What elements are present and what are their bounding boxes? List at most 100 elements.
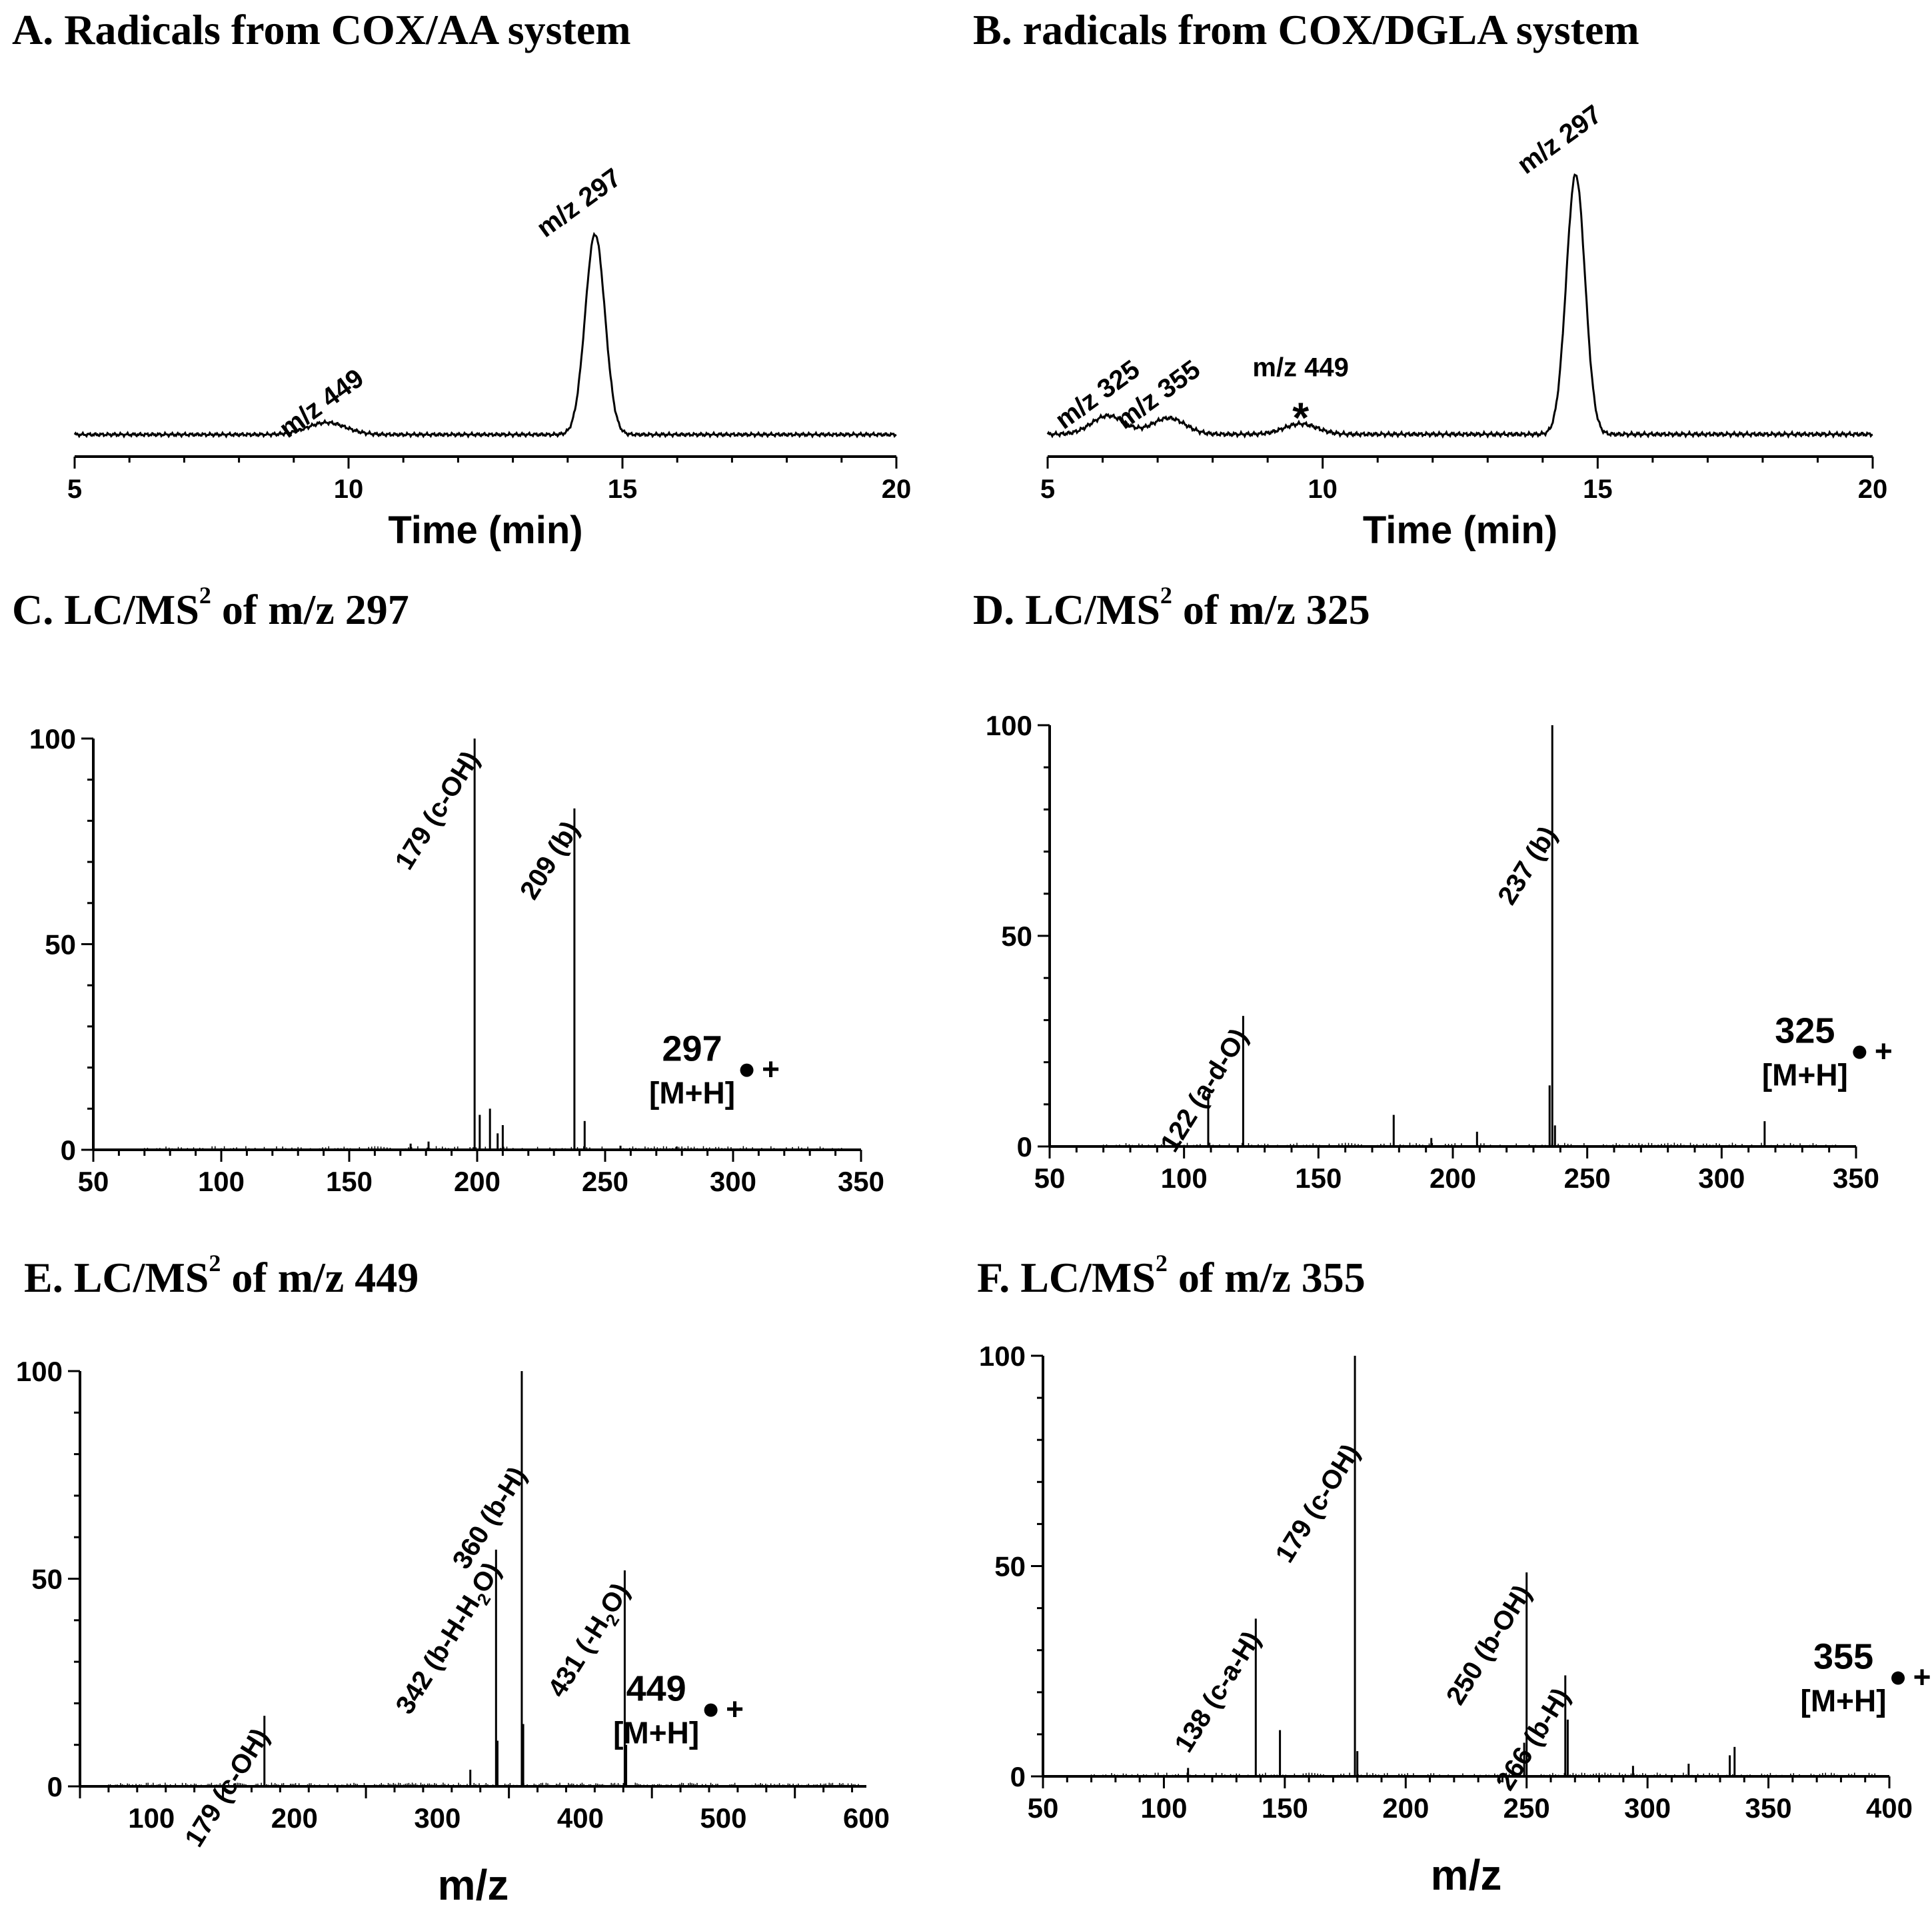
peak-label-text-c: 179 (c-OH) [389, 746, 484, 875]
panel-title-a: A. Radicals from COX/AA system [12, 6, 631, 53]
y-tick-label-c: 0 [61, 1134, 76, 1166]
x-tick-label-d: 350 [1833, 1162, 1879, 1194]
y-tick-label-f: 100 [979, 1340, 1026, 1372]
title-c-sup: 2 [199, 582, 211, 609]
x-axis-label-b: Time (min) [1363, 509, 1557, 552]
x-tick-label-c: 100 [198, 1166, 245, 1197]
peak-label-text-f: 138 (c-a-H) [1169, 1626, 1266, 1758]
x-tick-label-f: 250 [1503, 1792, 1550, 1824]
peak-label-text-e: 342 (b-H-H [390, 1590, 485, 1719]
peak-label-text-f: 250 (b-OH) [1441, 1580, 1537, 1710]
peak-annotation-b: * [1292, 394, 1309, 442]
peak-annotation-b: m/z 297 [1512, 99, 1607, 180]
ion-formula-label-e: [M+H] [613, 1716, 699, 1750]
title-e-sup: 2 [209, 1250, 221, 1276]
panel-title-e: E. LC/MS2 of m/z 449 [24, 1250, 419, 1302]
peak-label-text-e: 431 (-H [542, 1611, 614, 1702]
peak-label-e: 342 (b-H-H2O) [390, 1557, 510, 1722]
x-axis-label-e: m/z [438, 1861, 509, 1909]
ion-formula-label-d: [M+H] [1762, 1058, 1848, 1092]
x-tick-label-b: 10 [1308, 475, 1338, 504]
trace-a [73, 231, 897, 439]
x-tick-label-f: 50 [1028, 1792, 1059, 1824]
ion-charge-sign-c: + [762, 1052, 780, 1086]
title-c-post: of m/z 297 [211, 586, 409, 633]
y-tick-label-f: 50 [994, 1551, 1026, 1582]
panel-title-c: C. LC/MS2 of m/z 297 [12, 582, 409, 635]
peak-label-tail-e: O) [594, 1578, 635, 1618]
title-e-pre: E. LC/MS [24, 1254, 209, 1301]
peak-label-text-f: 266 (b-H) [1490, 1683, 1575, 1795]
x-tick-label-c: 350 [838, 1166, 884, 1197]
x-tick-label-c: 200 [454, 1166, 500, 1197]
ion-mz-label-c: 297 [662, 1029, 722, 1069]
x-tick-label-a: 10 [334, 475, 364, 504]
x-tick-label-c: 300 [710, 1166, 756, 1197]
x-tick-label-b: 5 [1040, 475, 1055, 504]
panel-title-b: B. radicals from COX/DGLA system [973, 6, 1639, 53]
x-tick-label-d: 200 [1430, 1162, 1476, 1194]
ion-mz-label-f: 355 [1813, 1637, 1873, 1677]
x-tick-label-f: 400 [1866, 1792, 1913, 1824]
x-tick-label-b: 15 [1583, 475, 1613, 504]
x-tick-label-d: 250 [1564, 1162, 1611, 1194]
title-f-post: of m/z 355 [1167, 1254, 1366, 1301]
panel-title-d: D. LC/MS2 of m/z 325 [973, 582, 1370, 635]
y-tick-label-e: 0 [47, 1771, 63, 1802]
title-c-pre: C. LC/MS [12, 586, 199, 633]
ion-mz-label-d: 325 [1775, 1011, 1835, 1051]
x-tick-label-f: 300 [1624, 1792, 1671, 1824]
x-tick-label-d: 300 [1698, 1162, 1745, 1194]
peak-label-e: 360 (b-H) [447, 1462, 532, 1574]
peak-label-f: 179 (c-OH) [1270, 1439, 1365, 1568]
peak-label-text-d: 122 (a-d-O) [1155, 1024, 1254, 1158]
x-tick-label-f: 100 [1140, 1792, 1187, 1824]
x-tick-label-d: 50 [1034, 1162, 1066, 1194]
y-tick-label-f: 0 [1010, 1761, 1026, 1792]
y-tick-label-c: 50 [45, 929, 76, 961]
ion-charge-sign-d: + [1875, 1034, 1893, 1068]
y-tick-label-d: 50 [1001, 921, 1032, 952]
peak-label-f: 138 (c-a-H) [1169, 1626, 1266, 1758]
x-tick-label-d: 150 [1295, 1162, 1342, 1194]
title-d-post: of m/z 325 [1172, 586, 1370, 633]
radical-dot-f [1891, 1671, 1905, 1685]
x-tick-label-f: 350 [1745, 1792, 1792, 1824]
x-tick-label-f: 200 [1382, 1792, 1429, 1824]
x-tick-label-e: 300 [414, 1802, 461, 1834]
y-tick-label-c: 100 [29, 723, 76, 755]
x-axis-label-f: m/z [1431, 1851, 1502, 1899]
title-f-sup: 2 [1155, 1250, 1168, 1276]
x-tick-label-f: 150 [1262, 1792, 1308, 1824]
title-e-post: of m/z 449 [221, 1254, 419, 1301]
panel-title-f: F. LC/MS2 of m/z 355 [977, 1250, 1366, 1302]
x-tick-label-a: 5 [67, 475, 82, 504]
radical-dot-d [1853, 1045, 1867, 1059]
x-tick-label-e: 400 [557, 1802, 604, 1834]
ion-mz-label-e: 449 [626, 1669, 686, 1709]
x-tick-label-c: 50 [78, 1166, 109, 1197]
peak-label-f: 250 (b-OH) [1441, 1580, 1537, 1710]
peak-label-c: 179 (c-OH) [389, 746, 484, 875]
ion-charge-sign-f: + [1913, 1660, 1931, 1694]
ion-formula-label-c: [M+H] [649, 1076, 735, 1110]
x-tick-label-e: 500 [700, 1802, 746, 1834]
x-tick-label-e: 100 [128, 1802, 175, 1834]
x-tick-label-e: 600 [843, 1802, 890, 1834]
peak-label-text-e: 360 (b-H) [447, 1462, 532, 1574]
ion-formula-label-f: [M+H] [1801, 1684, 1887, 1718]
y-tick-label-d: 0 [1017, 1131, 1032, 1162]
radical-dot-c [740, 1063, 754, 1077]
trace-b [1046, 173, 1873, 439]
x-tick-label-a: 20 [882, 475, 912, 504]
y-tick-label-e: 50 [31, 1564, 63, 1595]
x-tick-label-c: 250 [582, 1166, 628, 1197]
title-d-sup: 2 [1160, 582, 1172, 609]
x-tick-label-d: 100 [1161, 1162, 1208, 1194]
x-axis-label-a: Time (min) [388, 509, 582, 552]
peak-label-f: 266 (b-H) [1490, 1683, 1575, 1795]
radical-dot-e [704, 1703, 718, 1717]
peak-label-d: 122 (a-d-O) [1155, 1024, 1254, 1158]
